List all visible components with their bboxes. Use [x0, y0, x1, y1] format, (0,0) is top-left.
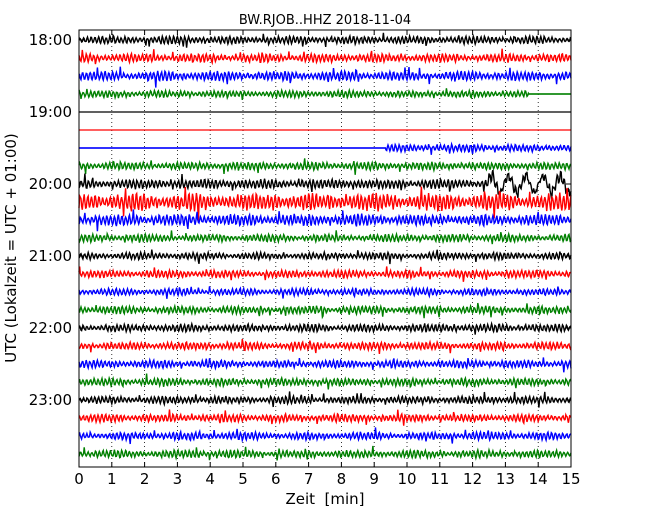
trace-2115	[78, 266, 572, 282]
trace-2345	[78, 445, 572, 461]
x-tick-label: 1	[107, 470, 117, 488]
trace-2315	[78, 409, 572, 426]
trace-2100	[78, 249, 572, 265]
x-tick-label: 10	[397, 470, 416, 488]
x-tick-label: 11	[430, 470, 449, 488]
x-tick-label: 9	[369, 470, 379, 488]
trace-2200	[78, 320, 572, 335]
x-tick-label: 5	[238, 470, 248, 488]
trace-1815	[78, 48, 572, 66]
trace-2015	[78, 186, 572, 223]
trace-2215	[79, 338, 572, 354]
y-tick-label: 23:00	[29, 391, 72, 409]
x-tick-label: 0	[74, 470, 84, 488]
y-axis: 18:00 19:00 20:00 21:00 22:00 23:00	[29, 31, 571, 409]
trace-2030	[78, 209, 572, 232]
trace-2000	[78, 169, 572, 200]
x-tick-label: 7	[304, 470, 314, 488]
x-tick-label: 8	[337, 470, 347, 488]
plot-frame	[78, 29, 572, 468]
trace-1930	[79, 141, 572, 155]
y-tick-label: 21:00	[29, 247, 72, 265]
trace-2130	[78, 285, 572, 299]
trace-group	[78, 32, 572, 461]
trace-2045	[78, 230, 572, 245]
trace-2330	[78, 427, 572, 445]
y-tick-label: 20:00	[29, 175, 72, 193]
trace-1845	[78, 87, 571, 101]
x-tick-label: 14	[529, 470, 548, 488]
x-tick-label: 2	[140, 470, 150, 488]
x-tick-label: 6	[271, 470, 281, 488]
minute-grid	[111, 30, 539, 467]
x-axis-label: Zeit [min]	[285, 490, 364, 508]
trace-1945	[78, 158, 572, 175]
trace-2145	[78, 302, 572, 320]
x-tick-label: 15	[561, 470, 580, 488]
trace-1830	[78, 66, 572, 88]
trace-1800	[78, 32, 572, 48]
x-axis: 0 1 2 3 4 5 6 7 8 9 10 11 12 13 14 15	[74, 30, 581, 488]
x-tick-label: 13	[496, 470, 515, 488]
x-tick-label: 3	[173, 470, 183, 488]
y-tick-label: 22:00	[29, 319, 72, 337]
y-tick-label: 19:00	[29, 103, 72, 121]
trace-2300	[78, 391, 572, 408]
trace-2245	[78, 373, 572, 390]
y-tick-label: 18:00	[29, 31, 72, 49]
y-axis-label: UTC (Lokalzeit = UTC + 01:00)	[2, 133, 20, 363]
chart-title: BW.RJOB..HHZ 2018-11-04	[239, 13, 411, 28]
x-tick-label: 12	[463, 470, 482, 488]
x-tick-label: 4	[205, 470, 215, 488]
trace-2230	[78, 357, 572, 373]
